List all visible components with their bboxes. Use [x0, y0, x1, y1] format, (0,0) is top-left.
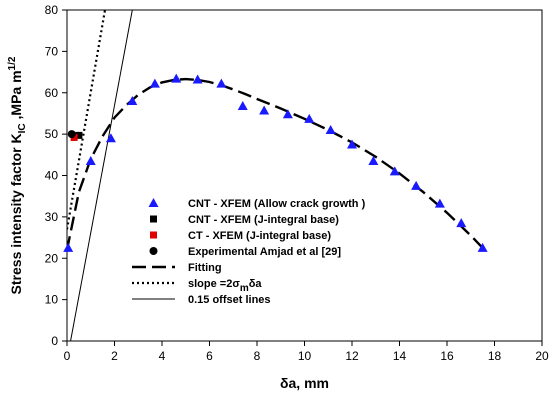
legend-slope-suffix: δa [249, 278, 263, 290]
legend-slope-prefix: slope =2 [188, 278, 232, 290]
x-tick-label: 2 [111, 349, 118, 363]
x-tick-label: 12 [345, 349, 359, 363]
y-tick-label: 20 [45, 251, 59, 265]
legend-label-4: Fitting [188, 262, 222, 274]
data-point-triangle [304, 113, 315, 123]
data-point-triangle [347, 139, 357, 149]
y-label-subscript: IC [17, 123, 28, 133]
x-tick-label: 14 [393, 349, 407, 363]
x-tick-label: 10 [298, 349, 312, 363]
legend: CNT - XFEM (Allow crack growth ) CNT - XF… [132, 198, 366, 306]
y-tick-label: 70 [45, 44, 59, 58]
y-axis-ticks: 0 10 20 30 40 50 60 70 80 [45, 3, 67, 348]
y-label-superscript: 1/2 [7, 56, 18, 70]
data-point-triangle [63, 242, 74, 252]
x-tick-label: 16 [440, 349, 454, 363]
y-tick-label: 10 [45, 293, 59, 307]
series-line-6 [70, 10, 133, 341]
y-axis-label: Stress intensity factor KIC ,MPa m1/2 [7, 56, 28, 294]
plot-frame [66, 9, 543, 342]
legend-label-5: slope =2σmδa [188, 278, 262, 294]
series-lines [67, 10, 484, 341]
x-tick-label: 20 [535, 349, 549, 363]
data-point-triangle [149, 78, 160, 88]
y-label-unit: ,MPa m [8, 70, 24, 123]
data-point-triangle [477, 242, 488, 252]
legend-marker-0 [148, 198, 159, 207]
plot-axes [66, 9, 543, 342]
data-point-triangle [325, 124, 336, 134]
series-line-5 [67, 10, 107, 230]
data-point-circle [67, 130, 76, 139]
data-point-square [75, 131, 83, 139]
data-point-triangle [127, 96, 138, 106]
legend-label-0: CNT - XFEM (Allow crack growth ) [188, 198, 366, 210]
data-point-triangle [389, 166, 400, 176]
data-point-triangle [368, 156, 379, 166]
data-point-triangle [216, 78, 227, 88]
y-label-main: Stress intensity factor K [8, 133, 24, 294]
legend-marker-2 [150, 231, 157, 239]
legend-slope-sub: m [240, 283, 249, 294]
legend-label-6: 0.15 offset lines [188, 294, 271, 306]
data-point-triangle [282, 109, 293, 119]
y-tick-label: 40 [45, 169, 59, 183]
y-tick-label: 0 [51, 334, 58, 348]
legend-marker-3 [149, 247, 158, 255]
legend-label-1: CNT - XFEM (J-integral base) [188, 214, 339, 226]
data-point-square [70, 133, 78, 141]
data-point-triangle [171, 73, 182, 83]
x-tick-label: 8 [254, 349, 261, 363]
legend-label-3: Experimental Amjad et al [29] [188, 246, 341, 258]
data-point-triangle [105, 133, 116, 143]
x-tick-label: 18 [488, 349, 502, 363]
x-tick-label: 0 [64, 349, 71, 363]
data-point-triangle [259, 105, 270, 115]
data-point-triangle [85, 156, 96, 166]
legend-marker-1 [150, 215, 157, 223]
x-tick-label: 4 [159, 349, 166, 363]
data-point-triangle [237, 100, 248, 110]
y-tick-label: 60 [45, 86, 59, 100]
legend-slope-sigma: σ [232, 278, 240, 290]
y-tick-label: 80 [45, 3, 59, 17]
x-axis-label: δa, mm [280, 375, 329, 391]
data-point-triangle [411, 180, 422, 190]
data-point-triangle [434, 198, 445, 208]
legend-label-2: CT - XFEM (J-integral base) [188, 230, 331, 242]
y-tick-label: 30 [45, 210, 59, 224]
data-point-triangle [456, 218, 467, 228]
data-point-triangle [192, 74, 203, 84]
y-tick-label: 50 [45, 127, 59, 141]
x-axis-ticks: 0 2 4 6 8 10 12 14 16 18 20 [64, 341, 549, 363]
x-tick-label: 6 [206, 349, 213, 363]
series-markers [63, 73, 488, 252]
